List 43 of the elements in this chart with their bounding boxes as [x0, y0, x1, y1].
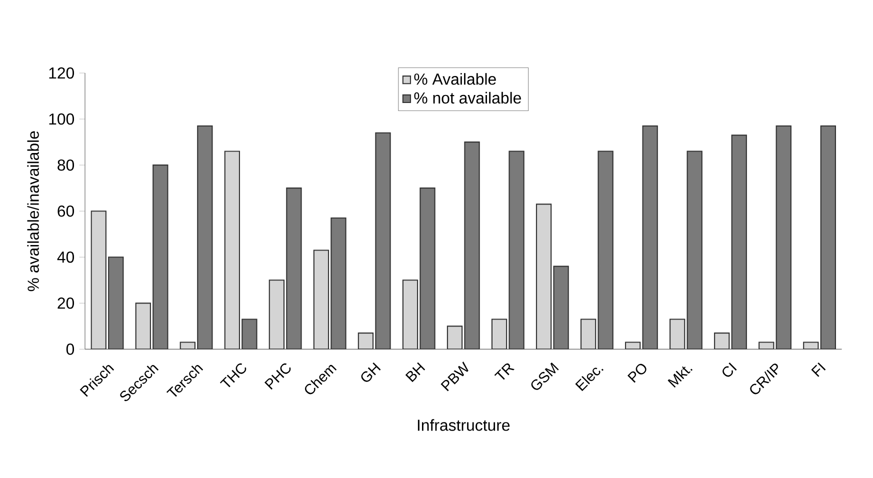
- legend-label: % not available: [414, 92, 521, 104]
- x-tick-label: Elec.: [575, 368, 604, 392]
- bar: [420, 188, 436, 350]
- bar: [108, 256, 124, 350]
- bar: [313, 250, 330, 350]
- y-tick-label: 80: [58, 159, 74, 171]
- y-tick-label: 60: [58, 205, 74, 217]
- bar: [402, 280, 418, 350]
- y-tick-label: 120: [49, 67, 74, 79]
- x-tick-label: FI: [811, 362, 826, 377]
- x-tick-label: CI: [722, 362, 737, 377]
- bar: [508, 150, 524, 350]
- bar: [536, 204, 552, 350]
- y-tick-label: 0: [66, 344, 74, 355]
- bar: [152, 164, 168, 350]
- y-tick-label: 100: [49, 113, 74, 125]
- bar: [330, 217, 346, 350]
- x-tick-label: Mkt.: [668, 366, 693, 388]
- bar: [135, 302, 151, 350]
- bar: [90, 210, 106, 350]
- x-tick-label: BH: [405, 362, 426, 382]
- y-tick-label: 20: [58, 298, 74, 309]
- bar: [224, 150, 240, 350]
- x-tick-label: PO: [628, 364, 646, 383]
- bar: [375, 132, 391, 350]
- bar: [642, 125, 658, 350]
- y-axis-title: % available/inavailable: [27, 131, 39, 292]
- legend-label: % Available: [414, 73, 496, 85]
- bar: [464, 142, 480, 350]
- bar: [197, 125, 213, 350]
- bar: [553, 266, 569, 350]
- bar: [820, 125, 836, 350]
- bar: [731, 134, 747, 350]
- x-axis-title: Infrastructure: [418, 419, 510, 431]
- bar: [268, 280, 285, 350]
- bar: [598, 150, 614, 350]
- y-tick-label: 40: [57, 252, 74, 263]
- x-tick-label: TR: [494, 363, 515, 380]
- bar: [686, 150, 702, 350]
- bar: [286, 188, 302, 350]
- x-tick-label: THC: [220, 363, 246, 388]
- x-tick-label: GH: [361, 362, 381, 382]
- bar: [776, 125, 792, 350]
